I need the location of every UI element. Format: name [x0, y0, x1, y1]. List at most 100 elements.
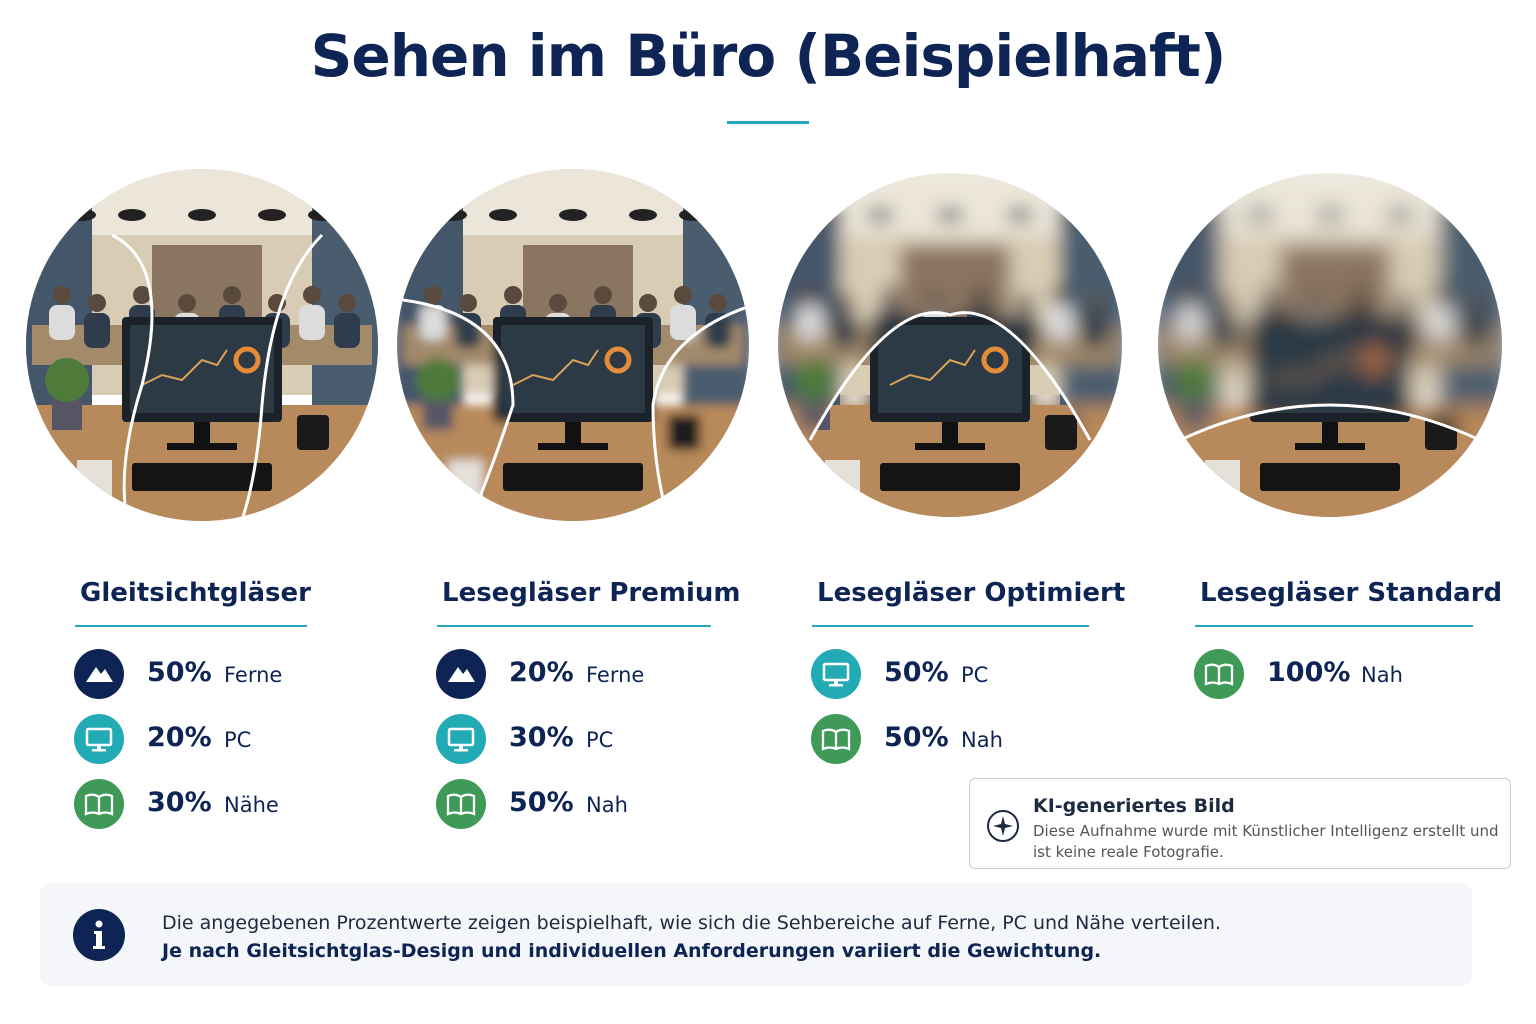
pc-glyph: [822, 662, 850, 682]
notepad: [1205, 460, 1240, 500]
zone-glyph: [446, 793, 476, 816]
keyboard: [132, 463, 272, 491]
scene: [1158, 173, 1502, 517]
person-head: [459, 294, 477, 312]
screen-chart: [1269, 349, 1356, 386]
keyboard: [880, 463, 1020, 491]
zone-glyph: [447, 727, 475, 752]
person-head: [1086, 294, 1104, 312]
lens-title: Lesegläser Standard: [1200, 578, 1503, 608]
scene-photo: [778, 173, 1122, 517]
lens-title: Lesegläser Optimiert: [817, 578, 1126, 608]
person-head: [639, 294, 657, 312]
ceiling: [1158, 173, 1502, 235]
keyboard: [1260, 463, 1400, 491]
person-body: [1212, 313, 1238, 348]
monitor-base: [167, 443, 237, 450]
book-glyph: [1204, 663, 1234, 686]
scene: [397, 169, 749, 521]
notepad: [77, 460, 112, 500]
lamp: [1316, 209, 1344, 221]
notepad: [448, 460, 483, 500]
info-line: Die angegebenen Prozentwerte zeigen beis…: [162, 912, 1221, 934]
ai-icon-ring: [987, 810, 1019, 842]
scene: [26, 169, 378, 521]
monitor-stand: [1322, 422, 1338, 444]
lamp: [1246, 209, 1274, 221]
person-body: [1082, 313, 1108, 348]
person-head: [1306, 294, 1324, 312]
lamp: [188, 209, 216, 221]
person-body: [49, 305, 75, 340]
zone-label: PC: [961, 663, 989, 687]
ai-icon-star: [993, 816, 1013, 836]
info-box: Die angegebenen Prozentwerte zeigen beis…: [40, 883, 1472, 986]
lamp: [258, 209, 286, 221]
person-body: [84, 313, 110, 348]
zone-icon: [436, 779, 486, 829]
mug: [668, 415, 700, 450]
person-head: [1216, 294, 1234, 312]
scene-photo: [397, 169, 749, 521]
screen-donut: [1361, 346, 1389, 374]
person-body: [1177, 305, 1203, 340]
person-head: [53, 286, 71, 304]
ai-notice: KI-generiertes Bild Diese Aufnahme wurde…: [969, 778, 1511, 869]
monitor-base: [538, 443, 608, 450]
person-body: [832, 313, 858, 348]
plant: [416, 358, 460, 402]
person-body: [797, 305, 823, 340]
lens-rule: [75, 625, 307, 627]
lamp: [1436, 209, 1464, 221]
zone-percent: 30%: [509, 722, 574, 753]
scene-photo: [26, 169, 378, 521]
zone-line: [1169, 403, 1491, 447]
lamp: [68, 209, 96, 221]
zone-glyph: [822, 662, 850, 687]
zone-label: Ferne: [224, 663, 283, 687]
screen-donut: [233, 346, 261, 374]
mug: [1045, 415, 1077, 450]
info-icon: [73, 909, 125, 961]
pc-glyph: [447, 727, 475, 747]
lamp: [679, 209, 707, 221]
person-head: [223, 286, 241, 304]
person-head: [674, 286, 692, 304]
zone-percent: 50%: [884, 657, 949, 688]
info-icon-stem: [93, 931, 105, 949]
lamp: [1006, 209, 1034, 221]
zone-icon: [436, 649, 486, 699]
zone-percent: 50%: [147, 657, 212, 688]
person-head: [1261, 286, 1279, 304]
zone-percent: 100%: [1267, 657, 1351, 688]
person-body: [1047, 305, 1073, 340]
sharp-scene: [26, 169, 378, 521]
lens-rule: [437, 625, 711, 627]
zone-icon: [811, 649, 861, 699]
mountain-glyph: [86, 667, 113, 682]
pc-base: [92, 749, 106, 752]
book-glyph: [84, 793, 114, 816]
lamp: [1196, 209, 1224, 221]
zone-percent: 30%: [147, 787, 212, 818]
person-body: [1427, 305, 1453, 340]
zone-glyph: [84, 793, 114, 816]
person-head: [133, 286, 151, 304]
screen-chart: [512, 349, 599, 386]
person-body: [670, 305, 696, 340]
lamp: [936, 209, 964, 221]
page-title: Sehen im Büro (Beispielhaft): [310, 22, 1227, 90]
zone-label: Nah: [586, 793, 628, 817]
zone-glyph: [1204, 663, 1234, 686]
monitor-base: [915, 443, 985, 450]
lamp: [439, 209, 467, 221]
screen: [1258, 405, 1402, 413]
person-head: [709, 294, 727, 312]
person-head: [504, 286, 522, 304]
lens-title: Lesegläser Premium: [442, 578, 741, 608]
keyboard: [503, 463, 643, 491]
person-head: [1016, 294, 1034, 312]
zone-glyph: [821, 728, 851, 751]
person-body: [420, 305, 446, 340]
